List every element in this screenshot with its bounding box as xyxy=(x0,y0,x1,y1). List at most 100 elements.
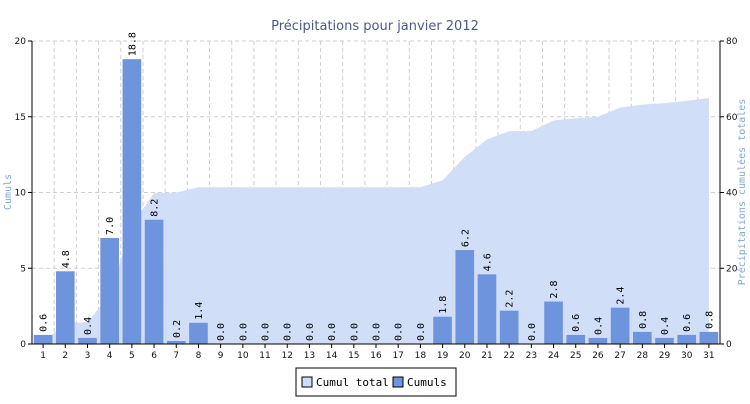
legend-label-cumul-total: Cumul total xyxy=(316,376,389,389)
bar xyxy=(566,334,586,344)
bar-value-label: 0.8 xyxy=(704,311,715,329)
bar xyxy=(433,316,452,344)
x-tick-label: 4 xyxy=(107,351,113,361)
x-tick-label: 19 xyxy=(437,351,449,361)
bar xyxy=(588,337,608,344)
bar-value-label: 0.6 xyxy=(682,314,693,332)
y-tick-label-right: 20 xyxy=(726,264,738,274)
bar xyxy=(455,250,475,344)
legend-swatch-cumul-total xyxy=(301,376,313,388)
x-tick-label: 7 xyxy=(173,351,179,361)
bar xyxy=(499,310,519,344)
bar xyxy=(610,307,630,344)
bar-layer xyxy=(33,59,719,345)
value-label-layer: 0.6 4.8 0.4 7.0 18.8 8.2 0.2 1.4 0.0 0.0 0.0 0.0 0.0… xyxy=(39,32,716,341)
x-tick-label: 3 xyxy=(85,351,91,361)
y-tick-label-right: 40 xyxy=(726,189,738,199)
bar xyxy=(78,337,97,344)
x-tick-label: 18 xyxy=(415,351,427,361)
bar xyxy=(655,337,674,344)
bar-value-label: 0.6 xyxy=(39,314,50,332)
x-tick-label: 17 xyxy=(392,351,403,361)
y-tick-label-right: 0 xyxy=(726,340,732,350)
x-tick-label: 5 xyxy=(129,351,135,361)
bar-value-label: 0.0 xyxy=(305,323,316,341)
bar xyxy=(189,322,208,344)
x-tick-label: 8 xyxy=(196,351,202,361)
bar xyxy=(33,334,53,344)
bar xyxy=(122,59,142,345)
x-tick-label: 13 xyxy=(304,351,315,361)
bar xyxy=(55,271,75,344)
bar-value-label: 0.4 xyxy=(660,317,671,335)
bar-value-label: 2.8 xyxy=(549,281,560,299)
bar xyxy=(100,237,119,344)
bar-value-label: 0.8 xyxy=(638,311,649,329)
x-tick-label: 29 xyxy=(659,351,671,361)
y-tick-label-left: 0 xyxy=(20,340,26,350)
bar-value-label: 0.0 xyxy=(238,323,249,341)
x-tick-label: 24 xyxy=(548,351,560,361)
bar xyxy=(477,274,497,344)
x-tick-label: 20 xyxy=(459,351,471,361)
x-tick-label: 25 xyxy=(570,351,581,361)
bar-value-label: 1.8 xyxy=(438,296,449,314)
cumulative-area xyxy=(43,97,709,344)
x-tick-label: 31 xyxy=(703,351,714,361)
bar-value-label: 0.0 xyxy=(327,323,338,341)
bar-value-label: 0.0 xyxy=(416,323,427,341)
y-tick-label-right: 80 xyxy=(726,37,738,47)
bar-value-label: 4.8 xyxy=(61,250,72,268)
bar-value-label: 6.2 xyxy=(460,229,471,247)
cumulative-area-layer xyxy=(43,97,709,344)
bar-value-label: 0.0 xyxy=(527,323,538,341)
bar-value-label: 7.0 xyxy=(105,217,116,235)
legend-label-cumuls: Cumuls xyxy=(407,376,447,389)
x-tick-label: 9 xyxy=(218,351,224,361)
x-tick-label: 14 xyxy=(326,351,338,361)
y-tick-label-left: 20 xyxy=(15,37,27,47)
bar xyxy=(677,334,697,344)
x-tick-label: 27 xyxy=(614,351,625,361)
x-tick-label: 12 xyxy=(281,351,292,361)
y-tick-label-left: 10 xyxy=(15,189,27,199)
bar xyxy=(144,219,164,344)
bar xyxy=(166,340,186,344)
legend-box xyxy=(295,367,457,397)
bar-value-label: 0.0 xyxy=(216,323,227,341)
x-tick-label: 6 xyxy=(151,351,157,361)
x-tick-label: 16 xyxy=(370,351,382,361)
bar-value-label: 1.4 xyxy=(194,302,205,320)
x-tick-label: 23 xyxy=(526,351,537,361)
bar-value-label: 0.2 xyxy=(172,320,183,338)
bar-value-label: 0.0 xyxy=(394,323,405,341)
x-tick-label: 15 xyxy=(348,351,359,361)
bar-value-label: 0.0 xyxy=(372,323,383,341)
x-tick-label: 1 xyxy=(40,351,46,361)
y-tick-label-right: 60 xyxy=(726,113,738,123)
x-tick-label: 28 xyxy=(637,351,649,361)
bar-value-label: 4.6 xyxy=(482,253,493,271)
bar-value-label: 0.4 xyxy=(593,317,604,335)
bar-value-label: 8.2 xyxy=(150,199,161,217)
bar-value-label: 2.4 xyxy=(616,287,627,305)
legend-swatch-cumuls xyxy=(392,376,404,388)
chart-title: Précipitations pour janvier 2012 xyxy=(271,19,479,34)
y-axis-left-title: Cumuls xyxy=(3,174,14,210)
x-tick-label: 2 xyxy=(62,351,68,361)
x-tick-label: 26 xyxy=(592,351,604,361)
legend: Cumul total Cumuls xyxy=(295,367,457,397)
x-tick-label: 21 xyxy=(481,351,492,361)
x-tick-label: 22 xyxy=(503,351,514,361)
x-tick-label: 11 xyxy=(259,351,270,361)
x-tick-label: 10 xyxy=(237,351,249,361)
bar-value-label: 18.8 xyxy=(127,32,138,56)
bar-value-label: 0.4 xyxy=(83,317,94,335)
bar-value-label: 0.0 xyxy=(261,323,272,341)
bar-value-label: 0.6 xyxy=(571,314,582,332)
bar-value-label: 2.2 xyxy=(505,290,516,308)
x-tick-label: 30 xyxy=(681,351,693,361)
